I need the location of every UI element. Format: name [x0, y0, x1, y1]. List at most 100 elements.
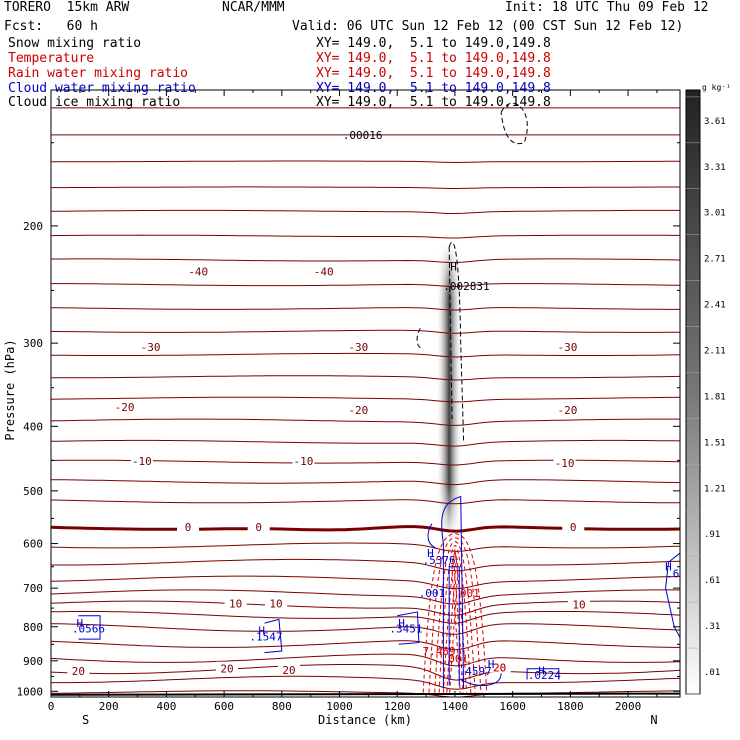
cloud-ice-contour — [500, 102, 528, 145]
temperature-label: -30 — [348, 341, 368, 354]
isotherm-line — [51, 186, 680, 189]
source-label: NCAR/MMM — [222, 0, 285, 15]
cloud-ice-contours — [416, 102, 528, 441]
isotherm-line — [51, 675, 680, 690]
cloud-ice-contour — [448, 241, 465, 441]
x-tick-label: 1600 — [499, 700, 526, 713]
cloud-water-label: .1547 — [249, 630, 282, 643]
temp-label-bg — [278, 662, 301, 675]
temp-label-bg — [553, 455, 576, 468]
init-time: Init: 18 UTC Thu 09 Feb 12 — [505, 0, 709, 15]
isotherm-line — [51, 283, 680, 288]
temperature-label: 20 — [493, 661, 506, 674]
x-axis-label: Distance (km) — [318, 713, 412, 727]
temperature-label: -20 — [558, 404, 578, 417]
shaded-plume — [436, 246, 463, 537]
rain-contour — [434, 541, 476, 693]
temp-label-bg — [347, 402, 370, 415]
cloud-water-contours — [78, 495, 680, 689]
isotherm-line — [51, 418, 680, 426]
cloud-water-contour — [427, 523, 437, 549]
temperature-label: 0 — [255, 521, 262, 534]
isotherm-line — [51, 690, 680, 697]
isotherm-line — [51, 589, 680, 605]
temperature-label: -20 — [348, 404, 368, 417]
rain-contour — [428, 537, 482, 693]
cloud-water-label: .0566 — [72, 623, 105, 636]
ice-label: .002831 — [443, 280, 489, 293]
rain-contour — [438, 544, 472, 693]
temperature-label: 10 — [269, 597, 282, 610]
x-tick-label: 600 — [214, 700, 234, 713]
shade-scale-label: .01 — [704, 668, 720, 678]
shade-scale-label: 3.01 — [704, 209, 726, 219]
shade-scale-label: .61 — [704, 576, 720, 586]
y-tick-label: 700 — [23, 582, 43, 595]
isotherm-line — [51, 396, 680, 403]
isotherm-zero — [51, 525, 680, 533]
isotherm-line — [51, 610, 680, 624]
y-tick-label: 500 — [23, 485, 43, 498]
ice-label: .00016 — [343, 129, 383, 142]
x-tick-label: 1800 — [557, 700, 584, 713]
cloud-water-label: H — [488, 658, 495, 671]
temp-label-bg — [488, 660, 511, 673]
temp-label-bg — [187, 264, 210, 277]
shade-scale-label: .91 — [704, 530, 720, 540]
shade-scale-label: 1.21 — [704, 484, 726, 494]
isotherm-line — [51, 499, 680, 505]
cloud-water-label: H — [427, 547, 434, 560]
cloud-water-label: H — [77, 617, 84, 630]
shade-scale-bar — [685, 89, 701, 695]
isotherm-line — [51, 329, 680, 334]
plot-frame — [50, 89, 681, 698]
cloud-water-contour — [448, 566, 460, 686]
temp-label-bg — [113, 399, 136, 412]
isotherm-line — [51, 258, 680, 264]
shade-scale-label: 3.31 — [704, 163, 726, 173]
field-name-rain: Rain water mixing ratio — [8, 66, 189, 81]
isotherm-line — [51, 640, 680, 651]
temp-label-bg — [568, 597, 591, 610]
isotherm-line — [51, 623, 680, 635]
isotherm-line — [51, 209, 680, 214]
cloud-water-contour — [526, 668, 560, 680]
isotherm-line — [51, 352, 680, 358]
temperature-label: 0 — [185, 521, 192, 534]
temperature-label: 10 — [572, 599, 585, 612]
field-xy-cloud-water: XY= 149.0, 5.1 to 149.0,149.8 — [316, 81, 551, 96]
x-tick-label: 1400 — [442, 700, 469, 713]
endpoint-left: S — [82, 713, 89, 727]
cloud-water-label: .0224 — [528, 669, 561, 682]
cloud-water-contour — [441, 495, 465, 689]
shade-scale-label: 1.81 — [704, 392, 726, 402]
isotherm-line — [51, 160, 680, 164]
shade-scale-label: 3.61 — [704, 117, 726, 127]
isotherm-line — [51, 542, 680, 552]
plume-fade — [436, 246, 463, 537]
rain-contour — [446, 552, 464, 693]
temp-label-bg — [312, 264, 335, 277]
temperature-label: 20 — [220, 663, 233, 676]
temp-label-bg — [562, 520, 585, 533]
field-xy-cloud-ice: XY= 149.0, 5.1 to 149.0,149.8 — [316, 95, 551, 110]
cloud-ice-contour — [416, 328, 422, 349]
y-tick-label: 300 — [23, 337, 43, 350]
y-tick-label: 800 — [23, 621, 43, 634]
ice-label: H — [450, 260, 457, 273]
shade-scale-label: 1.51 — [704, 438, 726, 448]
rain-contour — [422, 533, 488, 693]
isotherm-line — [51, 479, 680, 486]
isotherm-line — [51, 234, 680, 239]
x-tick-label: 1200 — [384, 700, 411, 713]
cloud-water-label: .3451 — [389, 623, 422, 636]
model-title: TORERO 15km ARW — [4, 0, 130, 15]
isotherm-line — [51, 375, 680, 381]
field-xy-temperature: XY= 149.0, 5.1 to 149.0,149.8 — [316, 51, 551, 66]
y-tick-label: 400 — [23, 420, 43, 433]
shade-scale-label: 2.11 — [704, 347, 726, 357]
isotherm-line — [51, 575, 680, 590]
temp-label-bg — [556, 339, 579, 352]
x-tick-label: 2000 — [615, 700, 642, 713]
